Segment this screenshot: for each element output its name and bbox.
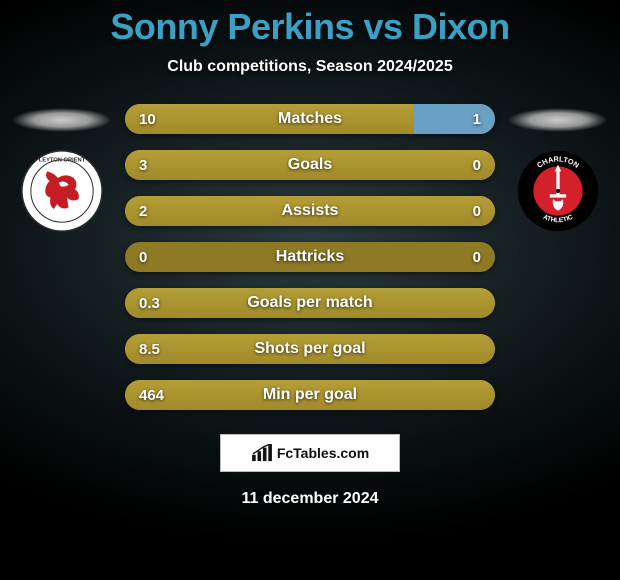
stat-bar-left-fill bbox=[125, 104, 414, 134]
stat-bar-row: Hattricks0 0 bbox=[125, 242, 495, 272]
stat-bar-row: Min per goal464 bbox=[125, 380, 495, 410]
stat-bar-row: Matches101 bbox=[125, 104, 495, 134]
comparison-area: LEYTON ORIENT Matches101 Goals30 Assists20… bbox=[0, 104, 620, 410]
svg-text:LEYTON ORIENT: LEYTON ORIENT bbox=[39, 157, 86, 163]
right-player-side: CHARLTON ATHLETIC bbox=[503, 104, 613, 232]
stat-bar-row: Goals30 bbox=[125, 150, 495, 180]
stat-bar-left-fill bbox=[125, 380, 495, 410]
player-silhouette-shadow bbox=[508, 108, 608, 132]
page-title: Sonny Perkins vs Dixon bbox=[0, 0, 620, 48]
subtitle: Club competitions, Season 2024/2025 bbox=[0, 58, 620, 76]
stat-left-value: 0 bbox=[139, 249, 147, 266]
stat-bar-left-fill bbox=[125, 150, 495, 180]
stat-bar-left-fill bbox=[125, 196, 495, 226]
watermark-text: FcTables.com bbox=[277, 445, 369, 461]
stat-label: Hattricks bbox=[125, 248, 495, 266]
fctables-watermark: FcTables.com bbox=[220, 434, 400, 472]
date-label: 11 december 2024 bbox=[0, 490, 620, 508]
stat-bar-row: Shots per goal8.5 bbox=[125, 334, 495, 364]
stat-right-value: 0 bbox=[473, 249, 481, 266]
stat-bar-right-fill bbox=[414, 104, 495, 134]
left-player-side: LEYTON ORIENT bbox=[7, 104, 117, 232]
stat-bars: Matches101 Goals30 Assists20 Hattricks0 0 Goa… bbox=[125, 104, 495, 410]
charlton-athletic-badge: CHARLTON ATHLETIC bbox=[517, 150, 599, 232]
stat-bar-left-fill bbox=[125, 334, 495, 364]
stat-bar-left-fill bbox=[125, 288, 495, 318]
leyton-orient-badge: LEYTON ORIENT bbox=[21, 150, 103, 232]
stat-bar-row: Goals per match0.3 bbox=[125, 288, 495, 318]
bars-icon bbox=[251, 444, 273, 462]
player-silhouette-shadow bbox=[12, 108, 112, 132]
stat-bar-row: Assists20 bbox=[125, 196, 495, 226]
